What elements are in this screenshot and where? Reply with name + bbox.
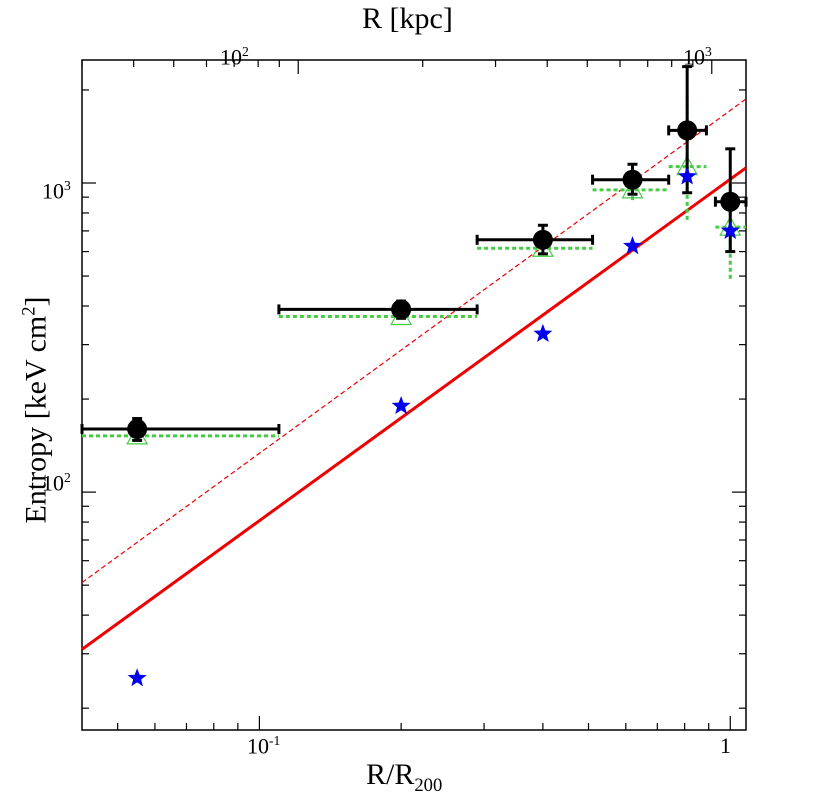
dashed-fit-line — [81, 98, 747, 584]
x-axis-title: R/R200 — [366, 758, 443, 796]
y-tick-label-100: 102 — [42, 470, 71, 496]
x-tick-label-0.1: 10-1 — [247, 733, 281, 759]
green-triangle-point — [621, 178, 644, 199]
series-simulation — [127, 166, 740, 687]
blue-star-point — [533, 323, 553, 342]
blue-star-point — [391, 396, 411, 414]
x2-axis-title: R [kpc] — [362, 2, 453, 35]
black-circle-point — [622, 169, 643, 190]
series-alternative — [82, 93, 746, 445]
axis-ticks — [81, 60, 746, 730]
x-tick-label-1: 1 — [720, 733, 731, 758]
black-circle-point — [677, 120, 698, 141]
blue-star-point — [127, 668, 147, 687]
model-lines — [81, 98, 747, 651]
x2-tick-label-1000: 103 — [683, 44, 712, 70]
x2-tick-label-100: 102 — [220, 44, 249, 70]
blue-star-point — [720, 220, 740, 239]
y-tick-label-1000: 103 — [42, 178, 71, 204]
black-circle-point — [532, 229, 553, 250]
black-circle-point — [127, 419, 148, 440]
blue-star-point — [623, 236, 642, 255]
series-measured — [80, 65, 748, 442]
black-circle-point — [391, 299, 412, 320]
black-circle-point — [720, 191, 741, 212]
plot-frame — [81, 59, 747, 731]
solid-fit-line — [81, 166, 747, 651]
blue-star-point — [677, 166, 697, 185]
